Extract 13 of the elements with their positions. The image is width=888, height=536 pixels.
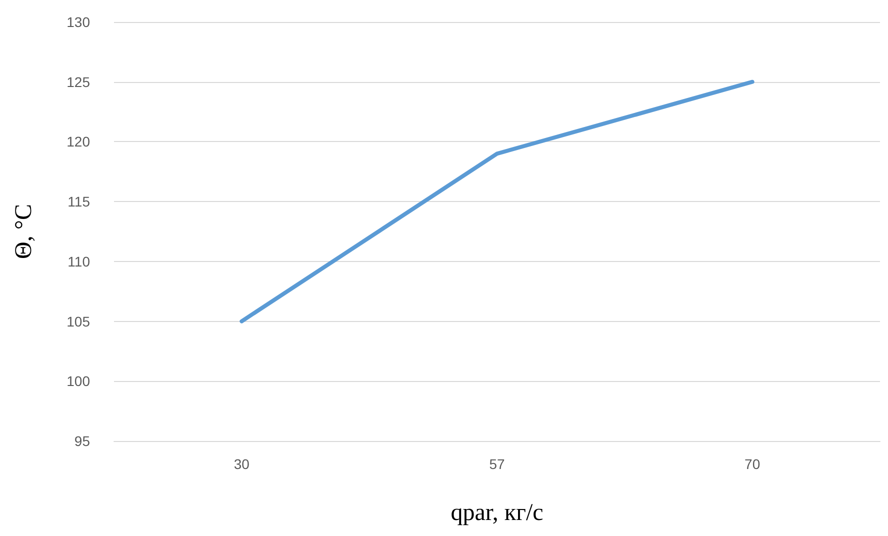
y-tick-label: 125 (66, 74, 90, 90)
y-tick-label: 100 (66, 373, 90, 390)
y-axis-title: Θ, °C (11, 204, 37, 259)
y-tick-label: 105 (66, 313, 90, 330)
x-axis-title: qpar, кг/с (450, 500, 544, 526)
y-tick-label: 95 (74, 433, 90, 449)
x-tick-label: 30 (234, 456, 250, 472)
y-tick-label: 120 (66, 134, 90, 150)
y-tick-label: 115 (68, 194, 90, 210)
y-tick-label: 110 (68, 253, 90, 270)
x-tick-label: 70 (744, 456, 760, 472)
y-tick-label: 130 (66, 14, 90, 30)
x-tick-label: 57 (489, 456, 505, 472)
